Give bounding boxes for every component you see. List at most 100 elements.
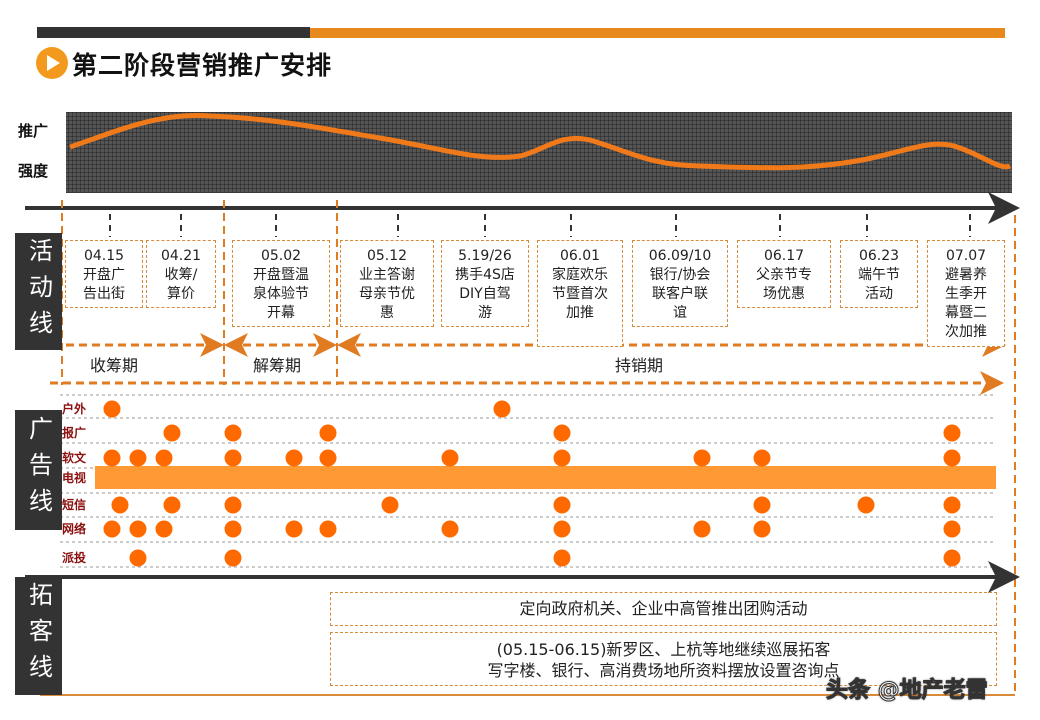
activity-box: 06.23 端午节 活动 — [840, 240, 918, 308]
activity-date: 04.21 — [160, 248, 202, 264]
activity-box: 04.21 收筹/ 算价 — [146, 240, 216, 308]
activity-date: 07.07 — [945, 248, 987, 264]
activity-date: 05.02 — [260, 248, 302, 264]
header-bar-orange — [310, 28, 1005, 38]
activity-date: 5.19/26 — [458, 248, 512, 264]
activity-box: 05.02 开盘暨温 泉体验节 开幕 — [232, 240, 330, 327]
ad-dot — [319, 520, 337, 538]
ad-dot — [553, 424, 571, 442]
ad-dot — [553, 496, 571, 514]
ad-dot — [285, 449, 303, 467]
ad-dot — [441, 449, 459, 467]
activity-text: 收筹/ 算价 — [164, 267, 198, 302]
phase-label: 持销期 — [615, 356, 664, 375]
ad-dot — [129, 520, 147, 538]
intensity-label-bottom: 强度 — [18, 162, 49, 180]
ad-row-label: 短信 — [62, 498, 87, 512]
lane-text: 广告线 — [24, 416, 53, 524]
expansion-line: 写字楼、银行、高消费场地所资料摆放设置咨询点 — [487, 661, 840, 680]
ad-dot — [103, 400, 121, 418]
activity-text: 开盘广 告出街 — [83, 267, 125, 302]
ad-dot — [224, 520, 242, 538]
ad-dot — [224, 549, 242, 567]
ad-dot — [753, 449, 771, 467]
activity-box: 06.09/10 银行/协会 联客户联 谊 — [632, 240, 728, 327]
intensity-label-top: 推广 — [18, 122, 49, 140]
ad-dot — [693, 449, 711, 467]
ad-dot — [753, 520, 771, 538]
phase-label: 收筹期 — [90, 356, 139, 375]
watermark: 头条 @地产老雷 — [826, 678, 989, 704]
ad-dot — [129, 549, 147, 567]
lane-label-ads: 广告线 — [15, 410, 62, 530]
ad-dot — [753, 496, 771, 514]
ad-dot — [285, 520, 303, 538]
activity-text: 业主答谢 母亲节优 惠 — [359, 267, 415, 321]
activity-text: 开盘暨温 泉体验节 开幕 — [253, 267, 309, 321]
header-bar-dark — [37, 27, 310, 38]
ad-dot — [103, 520, 121, 538]
ad-dot — [381, 496, 399, 514]
ad-dot — [693, 520, 711, 538]
lane-label-activity: 活动线 — [15, 233, 62, 350]
ad-row-label: 网络 — [62, 522, 87, 536]
ad-dot — [155, 520, 173, 538]
ad-dot — [319, 424, 337, 442]
activity-box: 06.01 家庭欢乐 节暨首次 加推 — [537, 240, 623, 347]
ad-dot — [943, 449, 961, 467]
ad-dot — [163, 496, 181, 514]
tv-bar — [95, 466, 996, 489]
expansion-item: 定向政府机关、企业中高管推出团购活动 — [330, 592, 997, 626]
activity-box: 05.12 业主答谢 母亲节优 惠 — [340, 240, 434, 327]
ad-row-label: 户外 — [62, 402, 87, 416]
expansion-item: (05.15-06.15)新罗区、上杭等地继续巡展拓客 写字楼、银行、高消费场地… — [330, 632, 997, 686]
activity-box: 07.07 避暑养 生季开 幕暨二 次加推 — [927, 240, 1005, 347]
ad-dot — [553, 520, 571, 538]
ad-dot — [319, 449, 337, 467]
ad-dot — [155, 449, 173, 467]
ad-dot — [103, 449, 121, 467]
activity-date: 06.23 — [858, 248, 900, 264]
activity-text: 端午节 活动 — [858, 267, 900, 302]
activity-date: 04.15 — [83, 248, 125, 264]
activity-date: 05.12 — [366, 248, 408, 264]
activity-box: 06.17 父亲节专 场优惠 — [737, 240, 831, 308]
lane-text: 活动线 — [24, 237, 53, 346]
intensity-panel — [66, 112, 1012, 193]
ad-dot — [129, 449, 147, 467]
intensity-curve — [69, 112, 1011, 171]
ad-dot — [943, 496, 961, 514]
activity-date: 06.01 — [559, 248, 601, 264]
phase-label: 解筹期 — [253, 356, 302, 375]
ad-dot — [553, 449, 571, 467]
ad-dot — [857, 496, 875, 514]
activity-box: 5.19/26 携手4S店 DIY自驾 游 — [441, 240, 529, 327]
ad-dot — [441, 520, 459, 538]
ad-dot — [553, 549, 571, 567]
activity-text: 家庭欢乐 节暨首次 加推 — [552, 267, 608, 321]
activity-text: 避暑养 生季开 幕暨二 次加推 — [945, 267, 987, 340]
ad-dot — [943, 520, 961, 538]
activity-date: 06.17 — [763, 248, 805, 264]
ad-row-label: 软文 — [62, 451, 87, 465]
ad-row-label: 电视 — [62, 471, 87, 485]
ad-dot — [943, 549, 961, 567]
ad-dot — [163, 424, 181, 442]
ad-dot — [493, 400, 511, 418]
activity-box: 04.15 开盘广 告出街 — [65, 240, 143, 308]
ad-dot — [111, 496, 129, 514]
ad-row-label: 报广 — [62, 426, 87, 440]
ad-dot — [224, 424, 242, 442]
lane-label-expansion: 拓客线 — [15, 577, 62, 695]
activity-text: 父亲节专 场优惠 — [756, 267, 812, 302]
lane-text: 拓客线 — [24, 582, 53, 690]
ad-dot — [224, 449, 242, 467]
ad-dot — [224, 496, 242, 514]
page-title: 第二阶段营销推广安排 — [72, 51, 333, 80]
ad-dot — [943, 424, 961, 442]
activity-text: 银行/协会 联客户联 谊 — [649, 267, 711, 321]
play-icon — [36, 47, 68, 79]
ad-row-label: 派投 — [62, 551, 87, 565]
activity-text: 携手4S店 DIY自驾 游 — [455, 267, 515, 321]
activity-date: 06.09/10 — [648, 248, 712, 264]
